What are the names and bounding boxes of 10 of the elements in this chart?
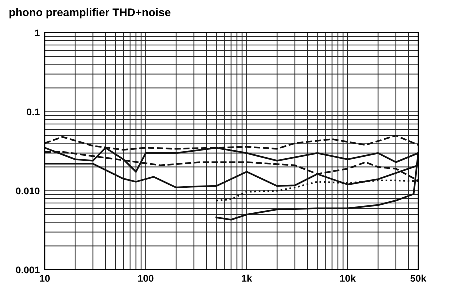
y-tick-label: 0.001 — [16, 266, 40, 274]
x-tick-label: 50k — [410, 274, 427, 282]
y-tick-label: 1 — [35, 30, 40, 37]
y-tick-label: 0.010 — [16, 188, 40, 195]
x-tick-label: 10 — [40, 275, 50, 282]
x-tick-label: 1k — [242, 274, 252, 282]
chart-title: phono preamplifier THD+noise — [10, 8, 171, 19]
x-tick-label: 10k — [340, 274, 356, 282]
x-tick-label: 100 — [138, 275, 154, 282]
y-tick-label: 0.1 — [27, 108, 40, 116]
